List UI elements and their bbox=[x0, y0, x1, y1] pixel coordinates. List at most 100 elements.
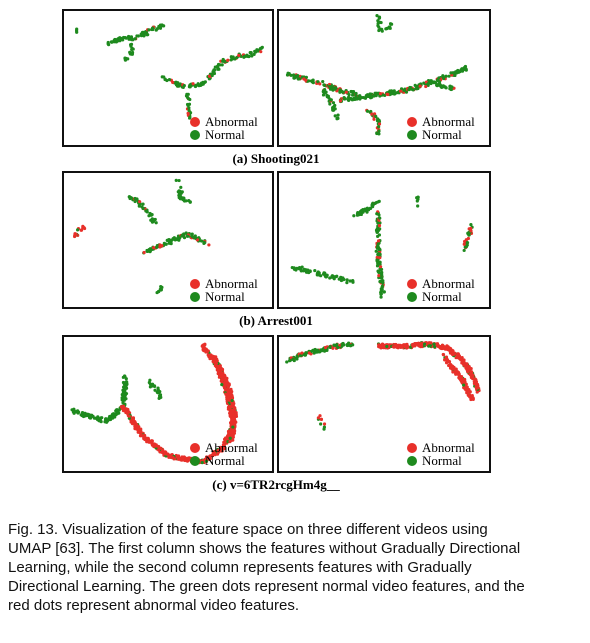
feature-dot bbox=[380, 285, 384, 289]
feature-dot bbox=[118, 39, 122, 43]
feature-dot bbox=[302, 77, 306, 81]
feature-dot bbox=[329, 98, 333, 102]
feature-dot bbox=[150, 439, 154, 444]
legend-label: Abnormal bbox=[205, 276, 258, 291]
feature-dot bbox=[370, 203, 374, 207]
feature-dot bbox=[110, 40, 115, 44]
feature-dot bbox=[416, 204, 420, 208]
feature-dot bbox=[323, 271, 327, 275]
feature-dot bbox=[447, 360, 452, 364]
feature-dot bbox=[178, 194, 183, 198]
feature-dot bbox=[76, 228, 80, 232]
legend-label: Abnormal bbox=[422, 440, 475, 455]
feature-dot bbox=[204, 459, 209, 463]
feature-dot bbox=[377, 122, 382, 126]
feature-dot bbox=[351, 279, 355, 283]
feature-dot bbox=[338, 99, 343, 103]
feature-dot bbox=[188, 111, 193, 115]
feature-dot bbox=[333, 103, 337, 108]
feature-dot bbox=[462, 248, 466, 253]
feature-dot bbox=[327, 96, 331, 100]
feature-dot bbox=[129, 38, 134, 42]
feature-dot bbox=[391, 345, 395, 349]
feature-dot bbox=[162, 75, 166, 79]
feature-dot bbox=[195, 238, 200, 242]
feature-dot bbox=[404, 90, 409, 94]
feature-dot bbox=[145, 437, 149, 441]
feature-dot bbox=[219, 448, 223, 453]
feature-dot bbox=[190, 232, 194, 236]
feature-dot bbox=[318, 350, 322, 354]
feature-dot bbox=[402, 88, 406, 92]
feature-dot bbox=[153, 388, 157, 392]
feature-dot bbox=[87, 414, 91, 418]
feature-dot bbox=[372, 117, 376, 121]
feature-dot bbox=[171, 455, 175, 460]
feature-dot bbox=[432, 342, 436, 346]
feature-dot bbox=[227, 398, 231, 402]
feature-dot bbox=[138, 200, 142, 204]
feature-dot bbox=[349, 89, 353, 94]
feature-dot bbox=[377, 343, 381, 347]
feature-dot bbox=[374, 249, 378, 253]
feature-dot bbox=[451, 370, 455, 374]
feature-dot bbox=[464, 242, 469, 246]
feature-dot bbox=[225, 376, 229, 381]
feature-dot bbox=[415, 199, 419, 203]
feature-dot bbox=[465, 391, 469, 395]
feature-dot bbox=[188, 115, 192, 119]
feature-dot bbox=[376, 261, 380, 266]
feature-dot bbox=[156, 391, 160, 395]
feature-dot bbox=[237, 53, 241, 57]
feature-dot bbox=[161, 451, 166, 455]
feature-dot bbox=[133, 37, 137, 41]
feature-dot bbox=[125, 382, 129, 386]
feature-dot bbox=[158, 243, 162, 247]
feature-dot bbox=[415, 87, 419, 91]
feature-dot bbox=[207, 74, 212, 78]
feature-dot bbox=[468, 394, 472, 398]
feature-dot bbox=[348, 279, 352, 283]
feature-dot bbox=[218, 63, 222, 67]
feature-dot bbox=[226, 58, 230, 62]
feature-dot bbox=[160, 448, 165, 452]
feature-dot bbox=[465, 385, 469, 389]
feature-dot bbox=[186, 103, 190, 108]
feature-dot bbox=[356, 96, 360, 100]
legend-marker bbox=[407, 117, 417, 127]
feature-dot bbox=[361, 207, 365, 212]
feature-dot bbox=[442, 346, 446, 350]
feature-dot bbox=[377, 125, 381, 129]
feature-dot bbox=[440, 343, 445, 347]
feature-dot bbox=[379, 265, 383, 269]
subfigure-caption: (a) Shooting021 bbox=[232, 151, 319, 166]
feature-dot bbox=[307, 351, 311, 355]
feature-dot bbox=[151, 27, 155, 32]
feature-dot bbox=[378, 216, 382, 220]
feature-dot bbox=[153, 217, 157, 222]
feature-dot bbox=[351, 93, 355, 97]
feature-dot bbox=[428, 344, 432, 348]
feature-dot bbox=[287, 359, 292, 363]
feature-dot bbox=[300, 351, 304, 355]
feature-dot bbox=[380, 273, 384, 277]
feature-dot bbox=[106, 42, 110, 46]
feature-dot bbox=[394, 342, 398, 347]
feature-dot bbox=[321, 79, 325, 84]
feature-dot bbox=[228, 436, 232, 440]
feature-dot bbox=[295, 357, 299, 361]
feature-dot bbox=[380, 279, 384, 284]
feature-dot bbox=[417, 344, 421, 348]
feature-dot bbox=[185, 459, 190, 463]
feature-dot bbox=[218, 364, 222, 368]
feature-dot bbox=[172, 237, 177, 242]
feature-dot bbox=[76, 411, 80, 415]
feature-dot bbox=[75, 30, 79, 34]
feature-dot bbox=[207, 457, 211, 461]
legend-marker bbox=[190, 130, 200, 140]
feature-dot bbox=[373, 201, 377, 205]
feature-dot bbox=[229, 387, 233, 392]
feature-dot bbox=[204, 347, 208, 351]
feature-dot bbox=[332, 87, 336, 91]
